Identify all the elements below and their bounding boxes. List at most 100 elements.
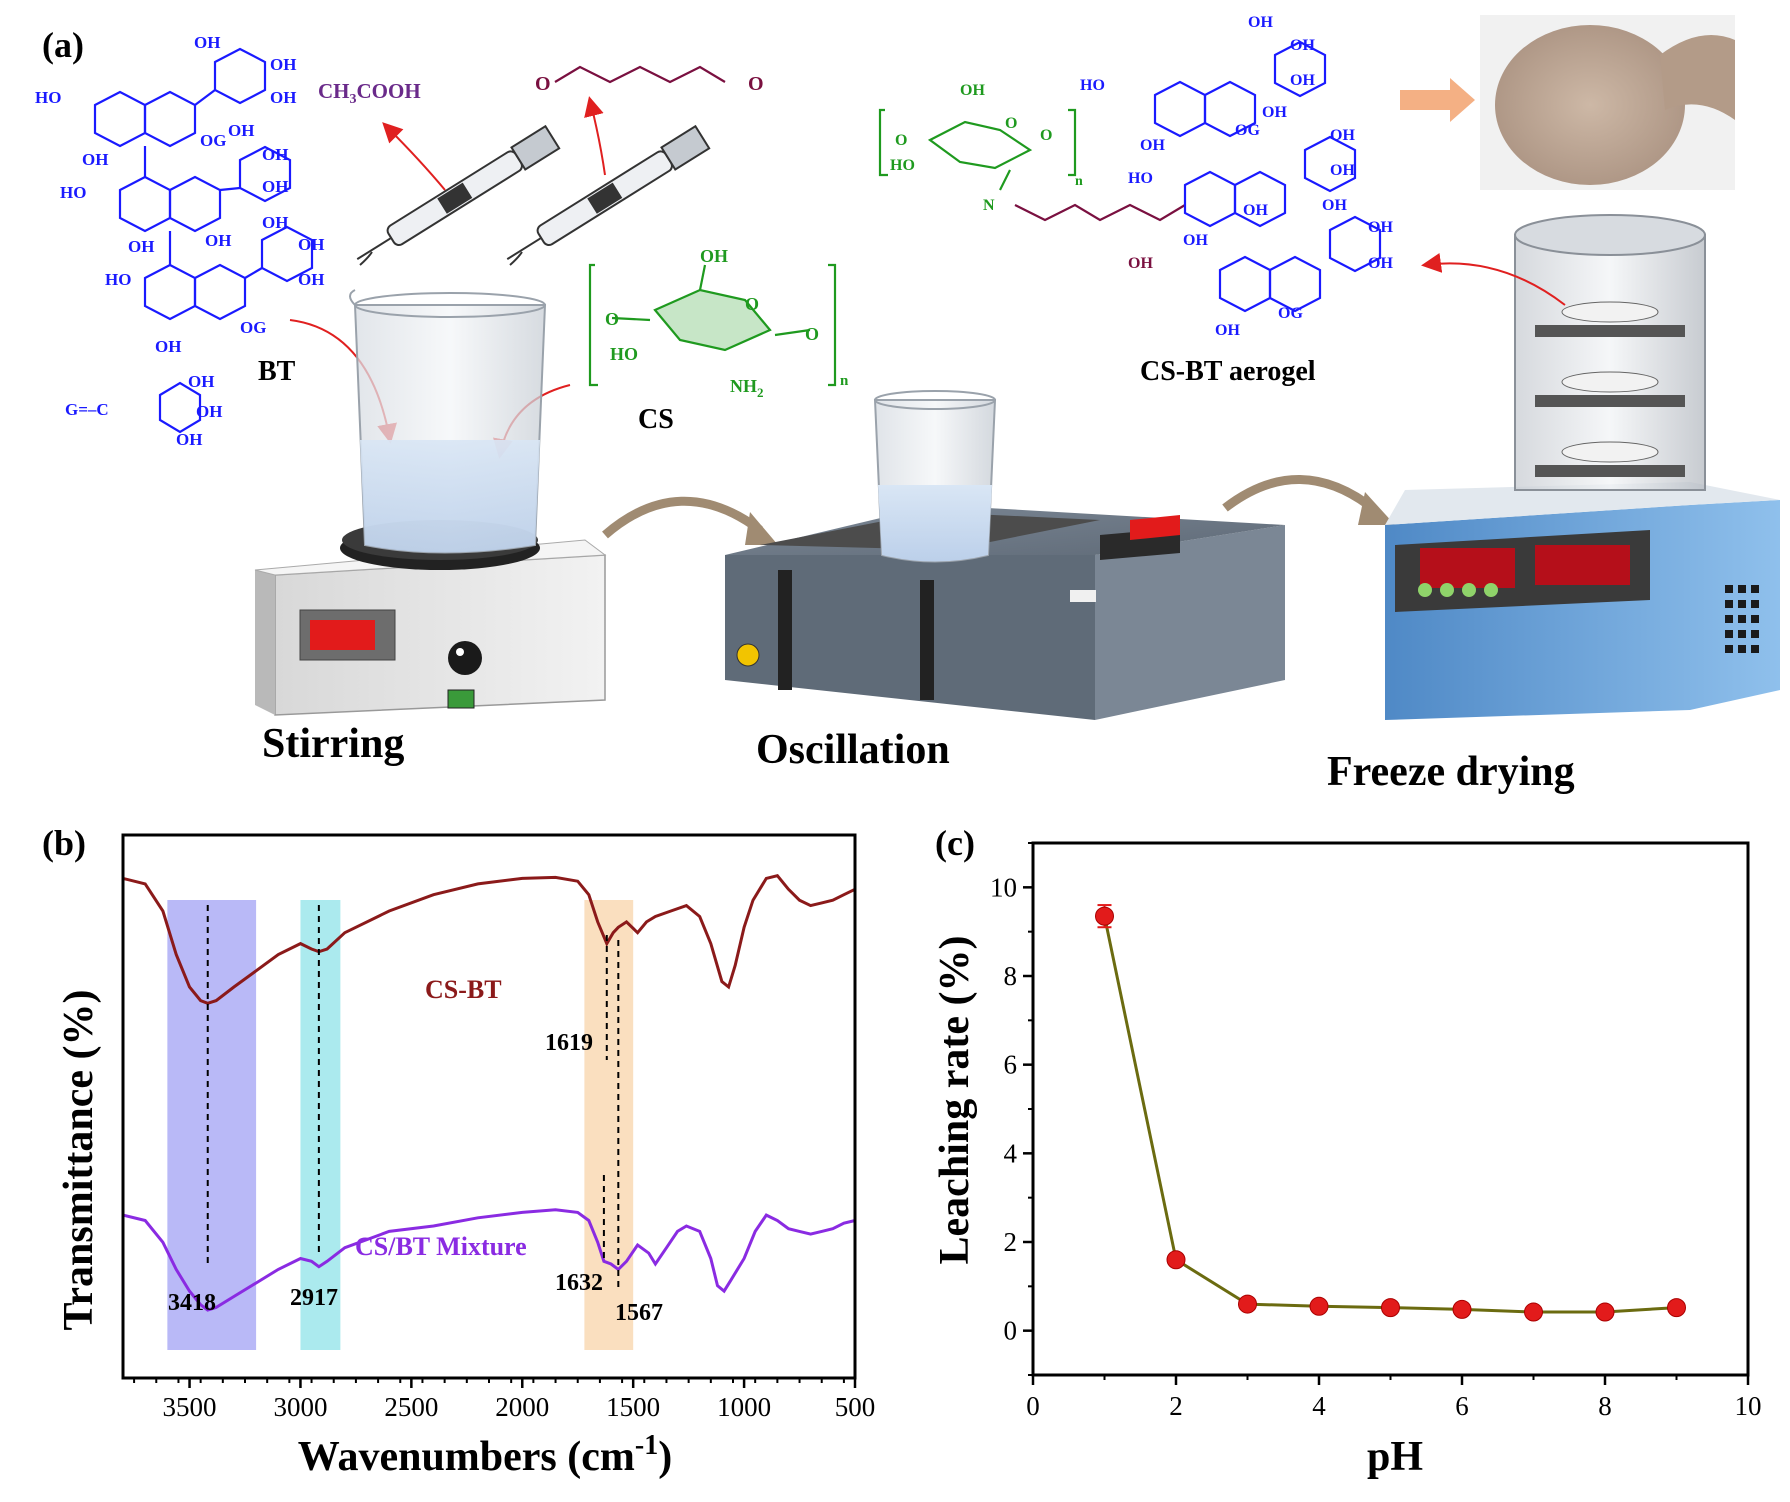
x-tick-label: 10 <box>1735 1391 1762 1421</box>
panel-a: (a) HO OH OH OH OG OH OH O <box>35 14 1780 795</box>
x-tick-label: 4 <box>1312 1391 1326 1421</box>
svg-text:O: O <box>605 309 619 329</box>
data-point <box>1524 1302 1543 1322</box>
x-tick-label: 2500 <box>384 1392 438 1422</box>
svg-text:OG: OG <box>1235 122 1260 139</box>
leaching-plot: 0 2 4 6 8 10 0 2 4 6 8 10 <box>990 841 1762 1421</box>
svg-text:OH: OH <box>1290 72 1315 89</box>
ftir-ylabel: Transmittance (%) <box>56 990 102 1331</box>
svg-text:OH: OH <box>1140 137 1165 154</box>
svg-text:n: n <box>1075 174 1083 189</box>
highlight-band <box>167 900 257 1350</box>
cs-structure <box>588 263 837 387</box>
svg-text:NH2: NH2 <box>730 376 764 400</box>
svg-text:OH: OH <box>1248 14 1273 31</box>
y-tick-label: 4 <box>1004 1138 1018 1168</box>
svg-text:OH: OH <box>270 88 296 107</box>
x-tick-label: 8 <box>1598 1391 1612 1421</box>
svg-text:OG: OG <box>200 131 226 150</box>
svg-text:OH: OH <box>262 213 288 232</box>
svg-text:HO: HO <box>1128 170 1153 187</box>
plot-frame <box>1031 841 1750 1377</box>
aerogel-photo <box>1480 15 1735 190</box>
y-tick-label: 8 <box>1004 961 1018 991</box>
highlight-band <box>300 900 341 1350</box>
svg-text:OH: OH <box>194 33 220 52</box>
x-tick-label: 2 <box>1169 1391 1183 1421</box>
svg-text:HO: HO <box>35 88 61 107</box>
freeze-dryer <box>1385 214 1780 720</box>
svg-text:OH: OH <box>1243 202 1268 219</box>
svg-text:OH: OH <box>960 82 985 99</box>
svg-text:OH: OH <box>228 121 254 140</box>
panel-c-label: (c) <box>935 823 975 863</box>
series-label: CS/BT Mixture <box>355 1232 527 1261</box>
data-point <box>1095 906 1114 926</box>
svg-text:HO: HO <box>60 183 86 202</box>
ftir-series-line <box>122 874 856 1005</box>
peak-annotation: 3418 <box>168 1290 216 1316</box>
step-freeze-label: Freeze drying <box>1327 749 1575 795</box>
x-tick-label: 3500 <box>163 1392 217 1422</box>
svg-text:OH: OH <box>188 372 214 391</box>
bt-label: BT <box>258 356 296 387</box>
ftir-xlabel: Wavenumbers (cm-1) <box>298 1430 672 1480</box>
x-tick-label: 6 <box>1455 1391 1469 1421</box>
flow-arrow-2 <box>1222 475 1378 514</box>
peak-annotation: 1567 <box>615 1300 663 1326</box>
svg-text:OH: OH <box>262 145 288 164</box>
x-tick-label: 1000 <box>717 1392 771 1422</box>
svg-text:O: O <box>745 294 759 314</box>
ftir-series-line <box>122 1208 856 1312</box>
x-tick-label: 0 <box>1026 1391 1040 1421</box>
highlight-band <box>584 900 634 1350</box>
x-tick-label: 500 <box>835 1392 876 1422</box>
aerogel-label: CS-BT aerogel <box>1140 356 1316 387</box>
svg-text:OH: OH <box>1262 104 1287 121</box>
svg-text:OH: OH <box>700 246 728 266</box>
svg-text:G=–C: G=–C <box>65 400 109 419</box>
y-tick-label: 10 <box>990 872 1017 902</box>
bt-structure <box>93 47 314 434</box>
cs-labels: O O OH O HO NH2 n <box>605 246 849 400</box>
series-label: CS-BT <box>425 975 502 1004</box>
svg-text:OH: OH <box>298 235 324 254</box>
svg-text:OH: OH <box>1290 37 1315 54</box>
svg-text:OH: OH <box>1368 255 1393 272</box>
svg-text:OH: OH <box>176 430 202 449</box>
step-oscillation-label: Oscillation <box>756 727 950 773</box>
glutaraldehyde-o-right: O <box>748 73 764 95</box>
svg-text:OG: OG <box>240 318 266 337</box>
beaker-stirring <box>349 289 547 554</box>
svg-text:OH: OH <box>1128 255 1153 272</box>
data-point <box>1667 1298 1686 1318</box>
y-tick-label: 2 <box>1004 1227 1018 1257</box>
data-point <box>1166 1250 1186 1270</box>
leaching-ylabel: Leaching rate (%) <box>932 936 978 1265</box>
svg-text:O: O <box>1005 115 1017 132</box>
panel-b-label: (b) <box>42 823 86 863</box>
leaching-xlabel: pH <box>1367 1434 1423 1480</box>
svg-text:O: O <box>1040 127 1052 144</box>
arrow-to-photo <box>1400 78 1475 122</box>
data-point <box>1309 1296 1329 1316</box>
svg-text:n: n <box>840 373 849 389</box>
svg-text:OH: OH <box>1330 127 1355 144</box>
svg-text:OG: OG <box>1278 305 1303 322</box>
leaching-line <box>1103 915 1677 1314</box>
svg-text:O: O <box>895 132 907 149</box>
glutaraldehyde-o-left: O <box>535 73 551 95</box>
data-point <box>1452 1299 1472 1319</box>
y-tick-label: 6 <box>1004 1050 1018 1080</box>
svg-text:OH: OH <box>270 55 296 74</box>
svg-text:OH: OH <box>1322 197 1347 214</box>
syringe-right <box>506 124 711 266</box>
cs-label: CS <box>638 404 674 435</box>
svg-text:OH: OH <box>1330 162 1355 179</box>
data-point <box>1381 1298 1400 1318</box>
glutaraldehyde-structure <box>554 65 726 84</box>
peak-annotation: 2917 <box>290 1285 338 1311</box>
ftir-plot: CS-BT CS/BT Mixture 3418 2917 1619 1632 1567 35… <box>121 833 876 1422</box>
x-tick-label: 1500 <box>606 1392 660 1422</box>
